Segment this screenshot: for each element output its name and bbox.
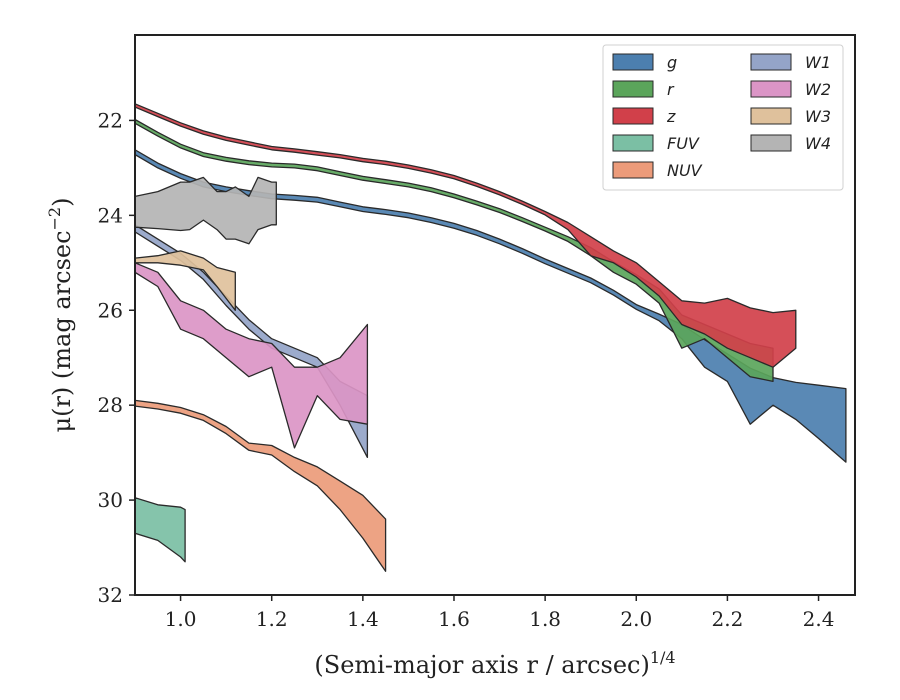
x-tick-label: 1.6 [438, 607, 470, 631]
series-area-fuv [135, 497, 186, 563]
x-axis-label-exponent: 1/4 [650, 648, 676, 667]
x-tick-label: 1.0 [165, 607, 197, 631]
axes: 1.0 1.2 1.4 1.6 1.8 2.0 2.2 2.4 22 24 26 28 30 32 [98, 34, 856, 631]
legend-swatch-w2 [750, 80, 792, 98]
y-tick-label: 26 [98, 298, 123, 322]
legend-label-w1: W1 [805, 53, 831, 72]
legend-label-w3: W3 [805, 107, 831, 126]
series-area-z [135, 103, 797, 368]
legend-swatch-z [612, 107, 654, 125]
x-tick-label: 2.0 [620, 607, 652, 631]
legend-label-w2: W2 [805, 80, 831, 99]
legend-swatch-r [612, 80, 654, 98]
legend-label-fuv: FUV [667, 134, 700, 153]
y-tick-label: 32 [98, 583, 123, 607]
legend-swatch-w1 [750, 53, 792, 71]
legend-label-w4: W4 [805, 134, 831, 153]
legend-swatch-g [612, 53, 654, 71]
series-area-w2 [135, 262, 369, 449]
legend-swatch-fuv [612, 134, 654, 152]
y-tick-label: 30 [98, 488, 123, 512]
y-tick-label: 28 [98, 393, 123, 417]
y-axis-label-close: ) [48, 198, 76, 207]
legend-label-z: z [666, 107, 676, 126]
y-axis-label: μ(r) (mag arcsec−2) [45, 198, 76, 433]
plot-frame [134, 34, 856, 596]
y-tick-label: 22 [98, 108, 123, 132]
legend: grz FUV NUV W1 W2 W3 W4 [602, 44, 844, 191]
series-area-g [135, 149, 847, 463]
series-areas [135, 103, 847, 572]
legend-label-g: g [667, 53, 677, 72]
legend-swatch-nuv [612, 161, 654, 179]
series-area-w4 [135, 176, 277, 245]
x-axis-label: (Semi-major axis r / arcsec)1/4 [314, 648, 675, 679]
series-area-nuv [135, 399, 387, 572]
x-axis-label-text: (Semi-major axis r / arcsec) [314, 651, 649, 679]
legend-swatch-w4 [750, 134, 792, 152]
x-tick-label: 1.4 [347, 607, 379, 631]
x-tick-label: 1.2 [256, 607, 288, 631]
x-tick-label: 2.4 [803, 607, 835, 631]
legend-label-nuv: NUV [667, 161, 703, 180]
x-tick-label: 1.8 [529, 607, 561, 631]
legend-label-r: r [667, 80, 675, 99]
y-axis-label-text: μ(r) (mag arcsec [48, 230, 76, 432]
series-area-w3 [135, 250, 236, 311]
series-area-r [135, 118, 774, 383]
legend-swatch-w3 [750, 107, 792, 125]
x-tick-label: 2.2 [711, 607, 743, 631]
y-tick-label: 24 [98, 203, 123, 227]
y-axis-label-exponent: −2 [45, 207, 64, 231]
